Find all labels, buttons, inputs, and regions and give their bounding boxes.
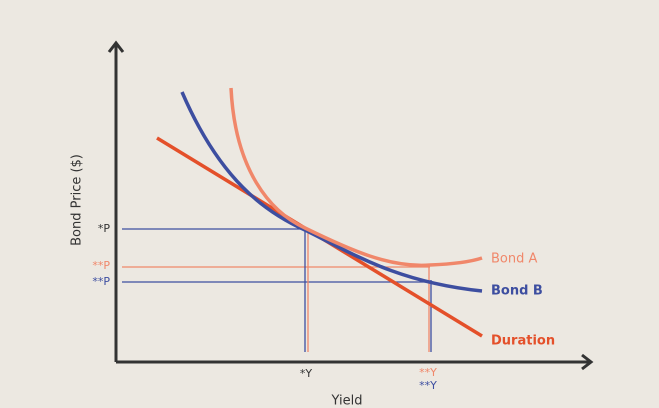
price-label: **P (92, 275, 110, 288)
curve-label: Bond B (491, 284, 543, 299)
x-arrow (581, 353, 594, 371)
yield-label: *Y (300, 367, 313, 380)
y-arrow (107, 40, 125, 53)
price-label: **P (92, 259, 110, 272)
yield-label: **Y (419, 366, 437, 379)
guides (122, 228, 432, 352)
curve-label: Duration (491, 334, 555, 349)
bond-b-curve (180, 91, 483, 293)
y-axis-label: Bond Price ($) (70, 154, 85, 246)
x-axis-label: Yield (331, 394, 363, 408)
price-label: *P (98, 222, 111, 235)
bond-a-curve (229, 87, 483, 268)
yield-label: **Y (419, 379, 437, 392)
axes (107, 40, 594, 371)
curve-label: Bond A (491, 252, 537, 267)
